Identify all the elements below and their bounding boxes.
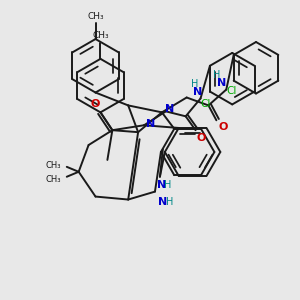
Text: O: O <box>218 122 228 132</box>
Text: H: H <box>213 70 220 80</box>
Text: CH₃: CH₃ <box>45 161 61 170</box>
Text: N: N <box>158 196 167 207</box>
Text: CH₃: CH₃ <box>45 175 61 184</box>
Text: O: O <box>91 99 100 110</box>
Text: CH₃: CH₃ <box>87 12 104 21</box>
Text: H: H <box>166 196 173 207</box>
Text: Cl: Cl <box>226 85 237 96</box>
Text: N: N <box>217 78 226 88</box>
Text: O: O <box>196 133 206 143</box>
Text: CH₃: CH₃ <box>92 31 109 40</box>
Text: N: N <box>157 180 167 190</box>
Text: H: H <box>164 180 172 190</box>
Text: N: N <box>146 119 155 129</box>
Text: N: N <box>165 104 174 114</box>
Text: N: N <box>193 86 202 97</box>
Text: H: H <box>191 79 198 88</box>
Text: Cl: Cl <box>201 100 211 110</box>
